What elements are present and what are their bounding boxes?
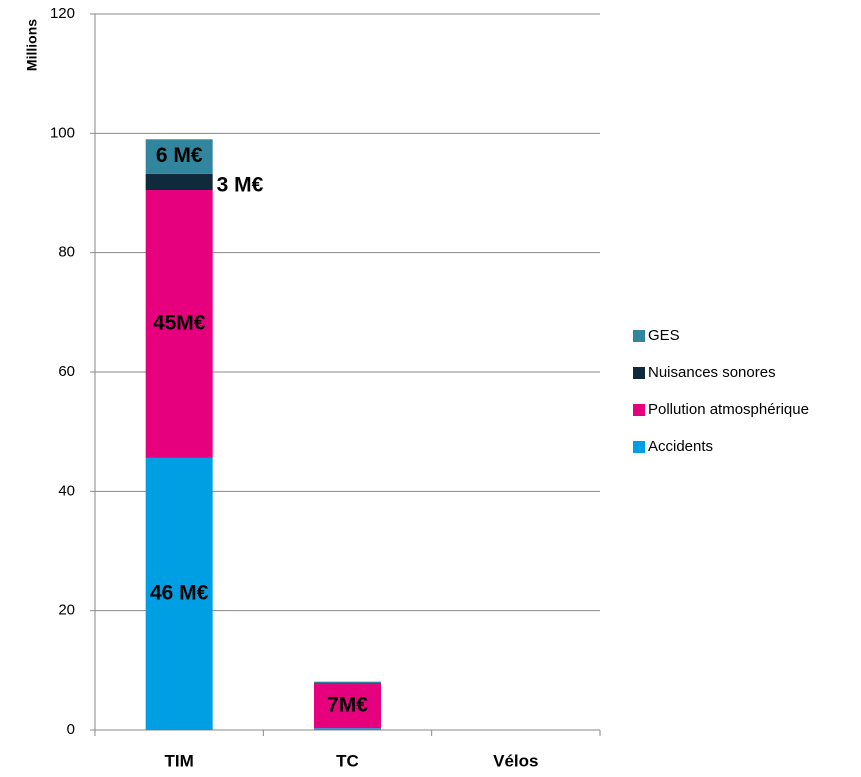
bar-segment	[314, 683, 381, 685]
value-label: 45M€	[153, 312, 206, 335]
y-tick-label: 120	[50, 5, 75, 22]
legend-swatch	[633, 441, 645, 453]
legend-label: Accidents	[648, 438, 713, 455]
y-tick-label: 20	[58, 602, 75, 619]
legend-swatch	[633, 330, 645, 342]
y-tick-label: 60	[58, 363, 75, 380]
legend-label: Pollution atmosphérique	[648, 401, 809, 418]
x-tick-label: TC	[336, 751, 359, 770]
y-tick-label: 80	[58, 244, 75, 261]
value-label: 6 M€	[156, 144, 203, 167]
x-tick-label: TIM	[165, 751, 194, 770]
bar-segment	[145, 457, 213, 730]
value-label: 3 M€	[217, 173, 264, 196]
value-label: 7M€	[327, 694, 368, 717]
bar-segment	[314, 728, 381, 730]
bar-segment	[145, 139, 213, 174]
y-tick-label: 0	[67, 721, 75, 738]
legend-label: GES	[648, 327, 680, 344]
bar-segment	[145, 190, 213, 458]
legend-swatch	[633, 367, 645, 379]
y-tick-label: 100	[50, 124, 75, 141]
bar-segment	[145, 173, 213, 191]
y-tick-label: 40	[58, 482, 75, 499]
value-label: 46 M€	[150, 582, 209, 605]
legend-label: Nuisances sonores	[648, 364, 776, 381]
bar-segment	[314, 681, 381, 684]
bar-segment	[314, 684, 381, 729]
legend-swatch	[633, 404, 645, 416]
y-axis-label: Millions	[24, 19, 40, 71]
x-tick-label: Vélos	[493, 751, 538, 770]
